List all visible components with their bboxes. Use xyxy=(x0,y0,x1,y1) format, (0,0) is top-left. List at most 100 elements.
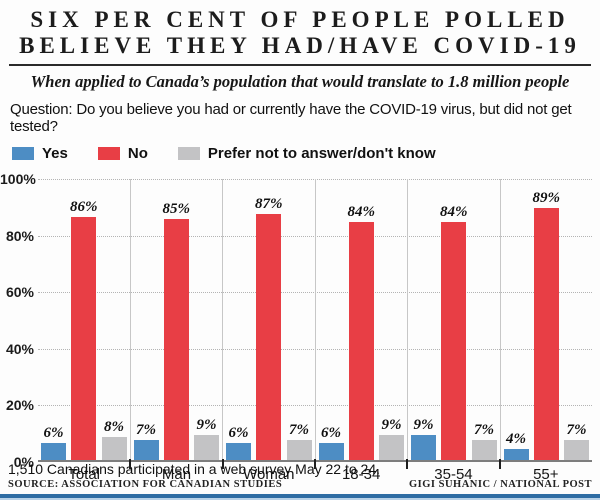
bar-col: 85% xyxy=(162,179,191,460)
bar-col: 84% xyxy=(347,179,376,460)
credit-attribution: GIGI SUHANIC / NATIONAL POST xyxy=(408,479,592,490)
axis-tick xyxy=(221,459,224,469)
axis-tick xyxy=(314,459,316,469)
plot-area: 6% 86% 8% 7% 85% 9% 6% 87% 7% 6% 84% 9% 9% 84% 7% 4% 89%… xyxy=(38,179,592,469)
bar-col: 6% xyxy=(226,179,251,460)
y-tick-label-80: 80% xyxy=(5,227,34,244)
y-axis: 100% 80% 60% 40% 20% 0% xyxy=(0,170,36,482)
category-label-total: Total xyxy=(68,466,100,483)
bar-value-label: 9% xyxy=(413,416,434,433)
title-divider xyxy=(9,64,591,66)
y-tick-label-20: 20% xyxy=(5,397,34,414)
bar-col: 7% xyxy=(286,179,312,460)
bar-prefer-not-to-answer-don-t-know-woman xyxy=(286,440,312,460)
bar-no-35-54 xyxy=(441,222,467,460)
bar-prefer-not-to-answer-don-t-know-man xyxy=(194,434,219,460)
source-attribution: SOURCE: ASSOCIATION FOR CANADIAN STUDIES xyxy=(8,479,283,490)
legend-item-no: No xyxy=(97,145,148,162)
bar-col: 6% xyxy=(41,179,66,460)
bar-yes-35-54 xyxy=(411,434,436,460)
bar-value-label: 6% xyxy=(321,425,341,442)
legend-label: Prefer not to answer/don't know xyxy=(207,145,436,162)
bar-group-35-54: 9% 84% 7% xyxy=(408,179,501,460)
bar-value-label: 7% xyxy=(566,422,587,439)
axis-tick xyxy=(498,459,501,469)
bar-col: 7% xyxy=(471,179,497,460)
bar-col: 9% xyxy=(379,179,404,460)
survey-note: 1,510 Canadians participated in a web su… xyxy=(8,461,381,477)
bar-value-label: 9% xyxy=(196,416,217,433)
bar-chart: 100% 80% 60% 40% 20% 0% 6% 86% 8% 7% 85% 9% 6% 87% 7%… xyxy=(0,170,600,483)
bar-no-total xyxy=(71,216,97,460)
bar-value-label: 7% xyxy=(289,422,309,439)
bar-yes-18-34 xyxy=(318,443,344,460)
bar-prefer-not-to-answer-don-t-know-35-54 xyxy=(471,440,497,460)
bar-col: 89% xyxy=(533,179,560,460)
legend-swatch xyxy=(177,147,200,160)
legend-item-prefer-not-to-answer-don-t-know: Prefer not to answer/don't know xyxy=(177,145,436,162)
footer: 1,510 Canadians participated in a web su… xyxy=(0,461,600,500)
bar-yes-woman xyxy=(226,443,251,460)
bar-prefer-not-to-answer-don-t-know-18-34 xyxy=(379,434,404,460)
y-tick-label-0: 0% xyxy=(13,454,34,470)
bar-yes-55- xyxy=(503,448,529,460)
title-line-1: SIX PER CENT OF PEOPLE POLLED xyxy=(30,7,570,32)
bar-group-woman: 6% 87% 7% xyxy=(223,179,316,460)
bar-col: 87% xyxy=(255,179,283,460)
bar-prefer-not-to-answer-don-t-know-55- xyxy=(564,440,589,460)
bar-value-label: 85% xyxy=(162,201,191,218)
y-tick-label-60: 60% xyxy=(5,284,34,301)
legend-swatch xyxy=(97,147,120,160)
bar-value-label: 8% xyxy=(104,419,124,436)
bar-value-label: 9% xyxy=(381,416,402,433)
bar-value-label: 87% xyxy=(255,195,283,212)
footer-stripe-light xyxy=(0,498,600,500)
axis-tick xyxy=(129,459,132,469)
y-tick-label-40: 40% xyxy=(5,340,34,357)
bar-group-18-34: 6% 84% 9% xyxy=(316,179,408,460)
bar-no-55- xyxy=(533,208,559,460)
bar-value-label: 7% xyxy=(136,422,156,439)
title-line-2: BELIEVE THEY HAD/HAVE COVID-19 xyxy=(19,33,581,58)
bar-value-label: 6% xyxy=(43,425,64,442)
bar-col: 84% xyxy=(440,179,468,460)
y-tick-label-100: 100% xyxy=(0,171,36,187)
chart-legend: Yes No Prefer not to answer/don't know xyxy=(12,145,600,162)
legend-label: No xyxy=(127,145,148,162)
bar-col: 7% xyxy=(133,179,159,460)
bar-yes-total xyxy=(41,443,66,460)
bar-col: 7% xyxy=(564,179,589,460)
category-label-man: Man xyxy=(161,466,192,483)
bar-groups: 6% 86% 8% 7% 85% 9% 6% 87% 7% 6% 84% 9% 9% 84% 7% 4% 89%… xyxy=(38,179,592,460)
category-label-35-54: 35-54 xyxy=(434,466,473,483)
bar-no-18-34 xyxy=(348,222,374,460)
page-title: SIX PER CENT OF PEOPLE POLLED BELIEVE TH… xyxy=(0,0,600,59)
bar-value-label: 4% xyxy=(506,430,526,447)
bar-value-label: 84% xyxy=(440,204,468,221)
subtitle: When applied to Canada’s population that… xyxy=(30,72,570,91)
bar-prefer-not-to-answer-don-t-know-total xyxy=(101,437,127,460)
bar-col: 9% xyxy=(194,179,219,460)
footer-stripe-dark xyxy=(0,494,600,498)
source-row: SOURCE: ASSOCIATION FOR CANADIAN STUDIES… xyxy=(8,479,592,490)
bar-group-man: 7% 85% 9% xyxy=(131,179,223,460)
bar-no-woman xyxy=(256,213,282,460)
x-axis-labels: Total Man Woman 18-34 35-54 55+ xyxy=(38,466,592,483)
bar-value-label: 86% xyxy=(70,198,98,215)
category-label-18-34: 18-34 xyxy=(341,466,381,483)
bar-value-label: 6% xyxy=(228,425,249,442)
bar-col: 9% xyxy=(411,179,436,460)
bar-col: 4% xyxy=(503,179,529,460)
bar-col: 6% xyxy=(318,179,344,460)
category-label-55-: 55+ xyxy=(533,466,559,483)
axis-tick xyxy=(406,459,409,469)
bar-group-total: 6% 86% 8% xyxy=(38,179,131,460)
bar-group-55-: 4% 89% 7% xyxy=(501,179,593,460)
bar-col: 86% xyxy=(70,179,98,460)
bar-value-label: 84% xyxy=(347,204,376,221)
bar-no-man xyxy=(163,219,189,460)
question-text: Question: Do you believe you had or curr… xyxy=(10,101,572,135)
bar-yes-man xyxy=(133,440,159,460)
legend-label: Yes xyxy=(42,145,68,162)
